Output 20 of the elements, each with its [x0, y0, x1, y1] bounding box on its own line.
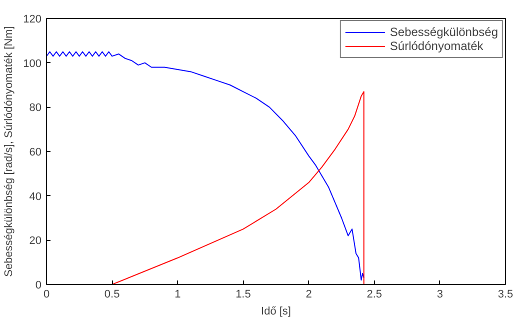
- x-tick-label: 0.5: [104, 288, 120, 300]
- x-tick-label: 1: [174, 288, 181, 300]
- y-tick-label: 60: [29, 146, 42, 158]
- x-tick-label: 2.5: [366, 288, 382, 300]
- y-tick-label: 100: [23, 58, 42, 70]
- y-tick-label: 0: [35, 280, 42, 292]
- x-axis-title: Idő [s]: [261, 306, 291, 318]
- legend-label: Súrlódónyomaték: [390, 39, 484, 53]
- x-tick-label: 3: [436, 288, 443, 300]
- x-tick-label: 2: [306, 288, 312, 300]
- y-tick-label: 20: [29, 235, 42, 248]
- x-tick-label: 3.5: [498, 288, 514, 300]
- y-axis-title: Sebességkülönbség [rad/s], Súrlódónyomaték [Nm]: [3, 26, 16, 277]
- y-tick-label: 40: [29, 190, 42, 203]
- y-tick-label: 120: [23, 14, 42, 26]
- legend-label: Sebességkülönbség: [390, 25, 498, 39]
- x-tick-label: 0: [43, 288, 50, 300]
- x-tick-label: 1.5: [236, 288, 251, 300]
- line-series: [46, 51, 364, 281]
- y-tick-label: 80: [29, 102, 42, 114]
